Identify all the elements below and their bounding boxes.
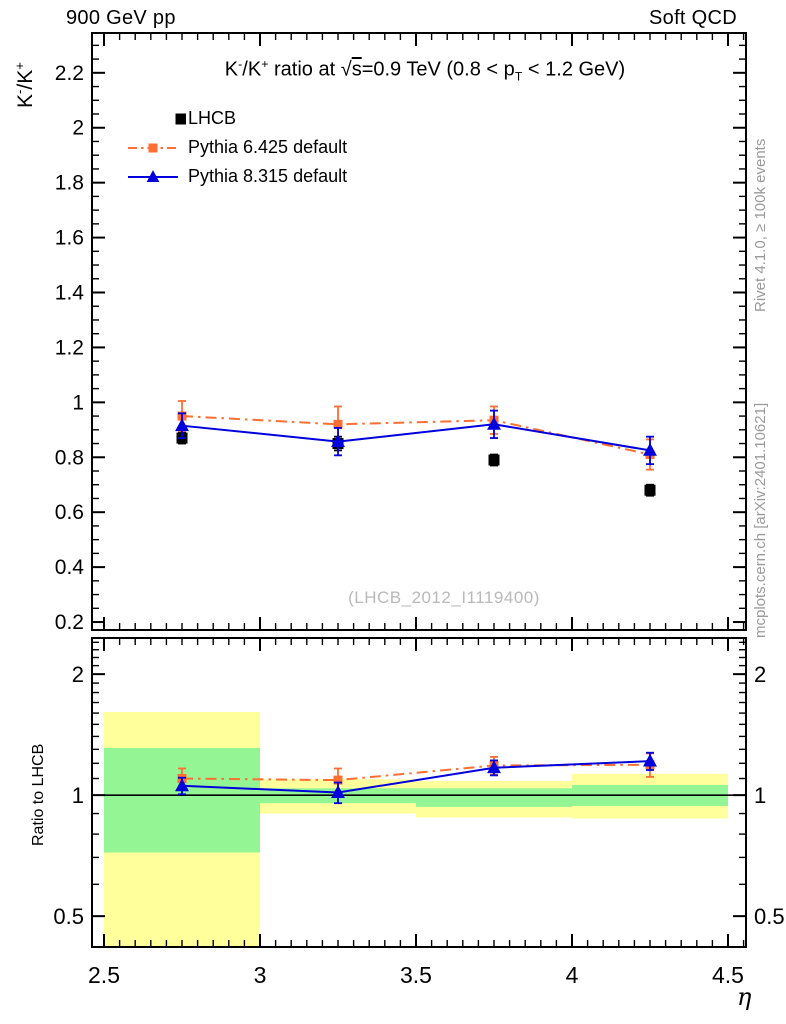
svg-text:1.6: 1.6 xyxy=(55,227,84,250)
header-process-tag: Soft QCD xyxy=(649,7,737,29)
svg-text:2.2: 2.2 xyxy=(55,62,84,85)
svg-text:2: 2 xyxy=(72,117,84,140)
panel-frames xyxy=(91,32,747,948)
legend-item: LHCB xyxy=(126,104,347,133)
rivet-version-text: Rivet 4.1.0, ≥ 100k events xyxy=(752,138,769,312)
tick-labels: 0.2 0.4 0.6 0.8 1 1.2 1.4 1.6 1.8 2 2.2 0.5 0.5 1 1 2 2 2… xyxy=(53,62,784,988)
band-green xyxy=(416,788,573,807)
legend-marker-square xyxy=(128,143,178,152)
svg-text:0.4: 0.4 xyxy=(55,556,85,579)
header-beam-energy: 900 GeV pp xyxy=(66,7,176,29)
svg-text:1.2: 1.2 xyxy=(55,336,84,359)
svg-text:0.8: 0.8 xyxy=(55,446,84,469)
svg-text:0.6: 0.6 xyxy=(55,501,84,524)
title-segment: ratio at xyxy=(268,58,341,81)
svg-text:4.5: 4.5 xyxy=(712,962,744,988)
legend: LHCB Pythia 6.425 default Pythia 8.315 def… xyxy=(126,104,347,191)
legend-item-label: Pythia 6.425 default xyxy=(188,137,348,157)
svg-text:1: 1 xyxy=(754,783,766,808)
title-segment: K xyxy=(224,58,239,81)
main-panel-frame xyxy=(91,32,747,631)
title-segment: /K xyxy=(242,58,262,81)
svg-text:3: 3 xyxy=(254,962,267,988)
x-axis-label: η xyxy=(737,983,752,1011)
svg-text:0.5: 0.5 xyxy=(754,904,785,929)
title-segment: - xyxy=(238,57,243,71)
svg-text:1: 1 xyxy=(72,391,84,414)
series-ratio-pythia-8-315-default xyxy=(175,751,657,805)
title-segment: /K xyxy=(14,69,37,90)
svg-text:0.5: 0.5 xyxy=(53,904,84,929)
axis-ticks xyxy=(92,33,746,947)
uncertainty-bands xyxy=(104,712,728,947)
title-segment: =0.9 TeV (0.8 < p xyxy=(361,58,515,81)
plot-title: K-/K+ ratio at √s=0.9 TeV (0.8 < pT < 1.… xyxy=(225,57,625,84)
title-segment: √ xyxy=(340,58,352,81)
svg-text:2: 2 xyxy=(72,662,84,687)
legend-item: Pythia 6.425 default xyxy=(126,133,347,162)
watermark-analysis-id: (LHCB_2012_I1119400) xyxy=(348,588,540,607)
legend-item-label: Pythia 8.315 default xyxy=(188,166,348,186)
title-segment: T xyxy=(514,69,523,84)
svg-text:2: 2 xyxy=(754,662,766,687)
mcplots-reference-text: mcplots.cern.ch [arXiv:2401.10621] xyxy=(752,402,769,638)
svg-text:0.2: 0.2 xyxy=(55,611,84,634)
title-segment: K xyxy=(14,93,37,108)
band-green xyxy=(104,748,261,853)
series-main-pythia-8-315-default xyxy=(175,409,657,466)
title-segment: s xyxy=(351,58,362,81)
svg-text:1.4: 1.4 xyxy=(55,282,85,305)
svg-text:4: 4 xyxy=(566,962,579,988)
series-main-pythia-6-425-default xyxy=(177,400,655,471)
title-segment: - xyxy=(12,89,27,94)
svg-text:2.5: 2.5 xyxy=(88,962,120,988)
main-y-axis-label: K-/K+ xyxy=(12,62,38,108)
svg-text:3.5: 3.5 xyxy=(400,962,432,988)
ratio-y-axis-label: Ratio to LHCB xyxy=(30,743,47,846)
svg-text:1.8: 1.8 xyxy=(55,172,84,195)
title-segment: + xyxy=(261,57,269,71)
title-segment: < 1.2 GeV) xyxy=(522,58,626,81)
svg-text:1: 1 xyxy=(72,783,84,808)
legend-marker-square xyxy=(175,113,186,124)
ratio-panel-frame xyxy=(91,637,747,948)
legend-marker-triangle xyxy=(128,169,178,182)
legend-item-label: LHCB xyxy=(188,108,237,128)
legend-item: Pythia 8.315 default xyxy=(126,162,347,191)
title-segment: + xyxy=(12,62,27,70)
series-main-lhcb xyxy=(176,431,656,497)
